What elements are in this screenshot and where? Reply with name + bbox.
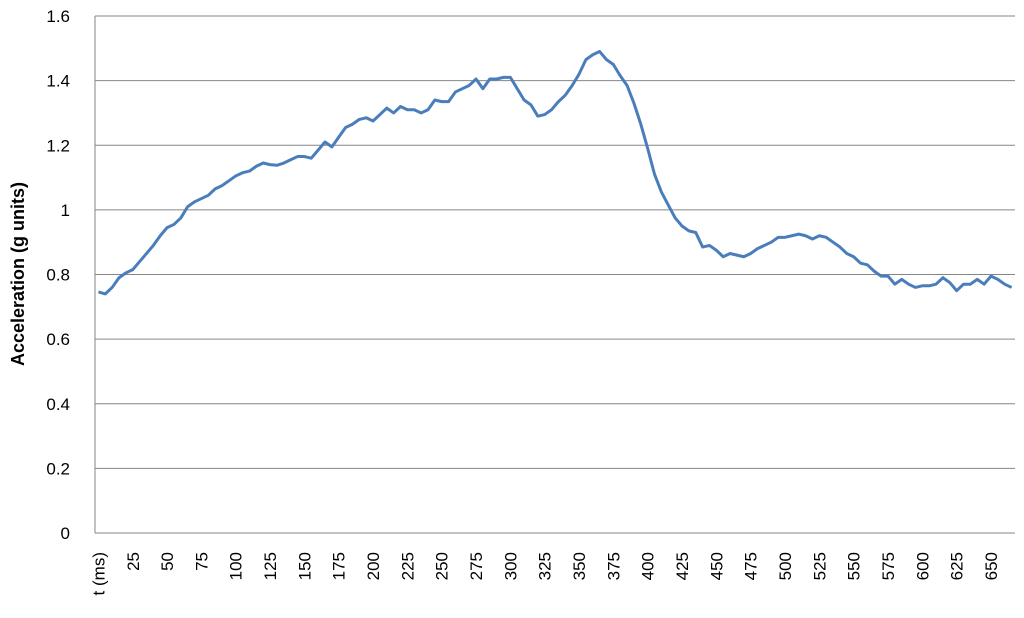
y-tick-label: 1: [61, 201, 70, 220]
x-tick-label: 600: [913, 552, 932, 580]
y-axis-title: Acceleration (g units): [8, 182, 28, 366]
x-tick-label: 150: [295, 552, 314, 580]
y-tick-label: 1.2: [46, 136, 70, 155]
x-tick-label: 100: [227, 552, 246, 580]
x-tick-label: 250: [433, 552, 452, 580]
y-tick-label: 0.2: [46, 459, 70, 478]
x-tick-label: 50: [158, 552, 177, 571]
x-tick-label: 175: [330, 552, 349, 580]
x-tick-label: 300: [501, 552, 520, 580]
y-tick-label: 0.8: [46, 266, 70, 285]
x-tick-label: 625: [948, 552, 967, 580]
y-tick-label: 1.6: [46, 7, 70, 26]
x-tick-label: 525: [810, 552, 829, 580]
x-tick-label: 500: [776, 552, 795, 580]
y-tick-label: 0.6: [46, 330, 70, 349]
x-tick-label: 375: [604, 552, 623, 580]
x-tick-label: 350: [570, 552, 589, 580]
y-tick-label: 0.4: [46, 395, 70, 414]
data-line: [98, 50, 1013, 296]
x-tick-label: 275: [467, 552, 486, 580]
x-tick-label: 75: [192, 552, 211, 571]
x-tick-label: 650: [982, 552, 1001, 580]
x-tick-label: 475: [742, 552, 761, 580]
x-tick-label: 225: [398, 552, 417, 580]
x-tick-label: 450: [707, 552, 726, 580]
x-tick-label: 125: [261, 552, 280, 580]
x-tick-label: 25: [124, 552, 143, 571]
y-tick-label: 1.4: [46, 72, 70, 91]
y-tick-label: 0: [61, 524, 70, 543]
x-tick-label: 575: [879, 552, 898, 580]
x-tick-label: 425: [673, 552, 692, 580]
x-tick-label: 550: [845, 552, 864, 580]
x-tick-label: 200: [364, 552, 383, 580]
x-tick-label: t (ms): [89, 552, 108, 595]
x-tick-label: 325: [536, 552, 555, 580]
x-tick-label: 400: [639, 552, 658, 580]
